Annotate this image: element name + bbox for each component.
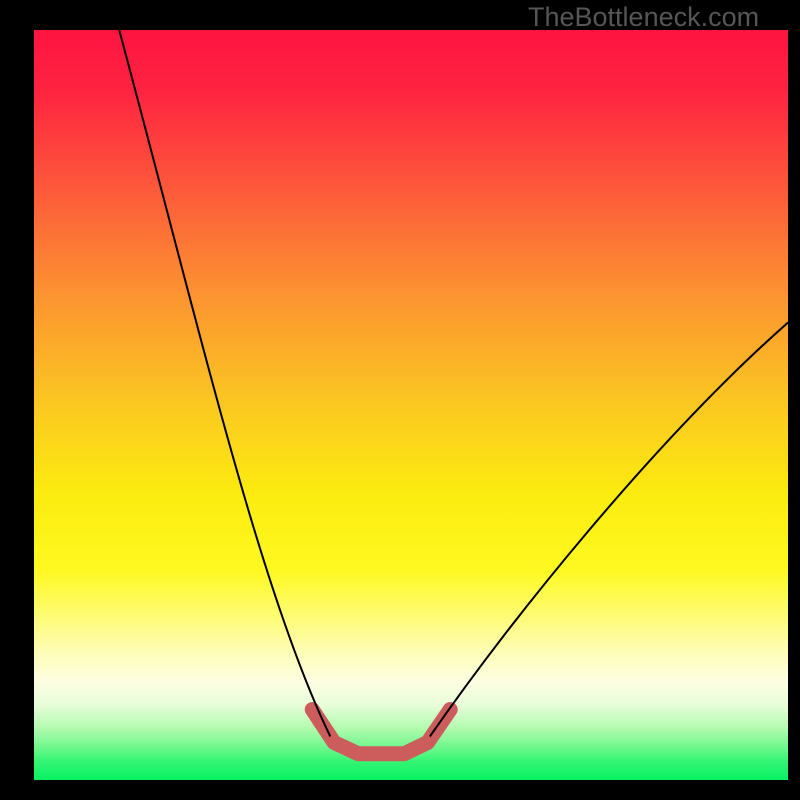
highlight-segment <box>312 710 450 754</box>
right-branch <box>430 323 788 737</box>
watermark-text: TheBottleneck.com <box>528 2 759 33</box>
plot-area <box>34 30 788 780</box>
left-branch <box>119 30 330 737</box>
curve-overlay <box>34 30 788 780</box>
outer-frame <box>0 0 800 800</box>
